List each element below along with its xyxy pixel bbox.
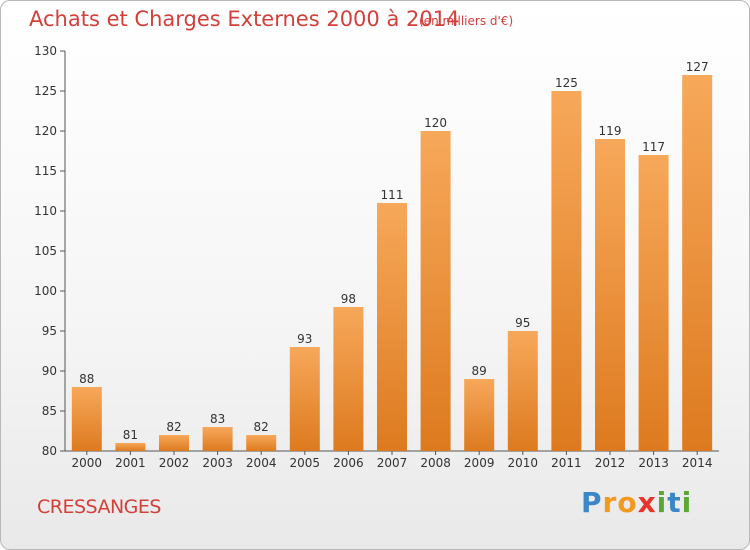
logo-letter: P [581,486,603,519]
x-tick-label: 2011 [551,456,582,470]
x-tick-label: 2013 [638,456,669,470]
bar [202,427,233,451]
x-tick-label: 2010 [508,456,539,470]
bar-value-label: 119 [599,124,622,138]
y-tick-label: 95 [42,324,57,338]
logo-letter: r [602,486,618,519]
bar-value-label: 125 [555,76,578,90]
bar-value-label: 89 [472,364,487,378]
y-tick-label: 110 [34,204,57,218]
logo-letter: t [667,486,682,519]
x-tick-label: 2005 [290,456,321,470]
y-tick-label: 85 [42,404,57,418]
bar [159,435,189,451]
x-tick-label: 2007 [377,456,408,470]
x-tick-label: 2009 [464,456,495,470]
y-tick-label: 80 [42,444,57,458]
y-tick-label: 90 [42,364,57,378]
bar-value-label: 111 [381,188,404,202]
x-tick-label: 2004 [246,456,277,470]
x-tick-label: 2001 [115,456,146,470]
bar [71,387,102,451]
logo-letter: x [637,486,657,519]
bar-value-label: 127 [686,60,709,74]
bar [115,443,146,451]
x-tick-label: 2012 [595,456,626,470]
y-tick-label: 105 [34,244,57,258]
x-tick-label: 2008 [420,456,451,470]
bar [507,331,538,451]
bar [682,75,713,451]
bar-value-label: 98 [341,292,356,306]
bar-value-label: 88 [79,372,94,386]
x-tick-label: 2006 [333,456,364,470]
bar-value-label: 95 [515,316,530,330]
x-tick-label: 2014 [682,456,713,470]
town-name: CRESSANGES [37,496,161,518]
proxiti-logo: Proxiti [581,486,692,519]
x-tick-label: 2002 [159,456,190,470]
chart-subtitle: (en milliers d'€) [419,14,514,28]
y-tick-label: 115 [34,164,57,178]
bar [420,131,451,451]
bar-value-label: 120 [424,116,447,130]
bar-value-label: 82 [166,420,181,434]
bar-value-label: 82 [254,420,269,434]
logo-letter: i [681,486,693,519]
chart-title: Achats et Charges Externes 2000 à 2014 [29,7,460,31]
bar [246,435,277,451]
bar-value-label: 83 [210,412,225,426]
y-tick-label: 130 [34,44,57,58]
logo-letter: o [617,486,638,519]
bar [551,91,582,451]
bar [333,307,364,451]
bar [638,155,669,451]
bar-value-label: 117 [642,140,665,154]
bar [377,203,407,451]
logo-letter: i [656,486,668,519]
y-tick-label: 120 [34,124,57,138]
bar-value-label: 93 [297,332,312,346]
bar [464,379,495,451]
y-tick-label: 100 [34,284,57,298]
x-tick-label: 2003 [202,456,233,470]
bar [595,139,625,451]
x-tick-label: 2000 [72,456,103,470]
bar-value-label: 81 [123,428,138,442]
y-tick-label: 125 [34,84,57,98]
bar [289,347,320,451]
